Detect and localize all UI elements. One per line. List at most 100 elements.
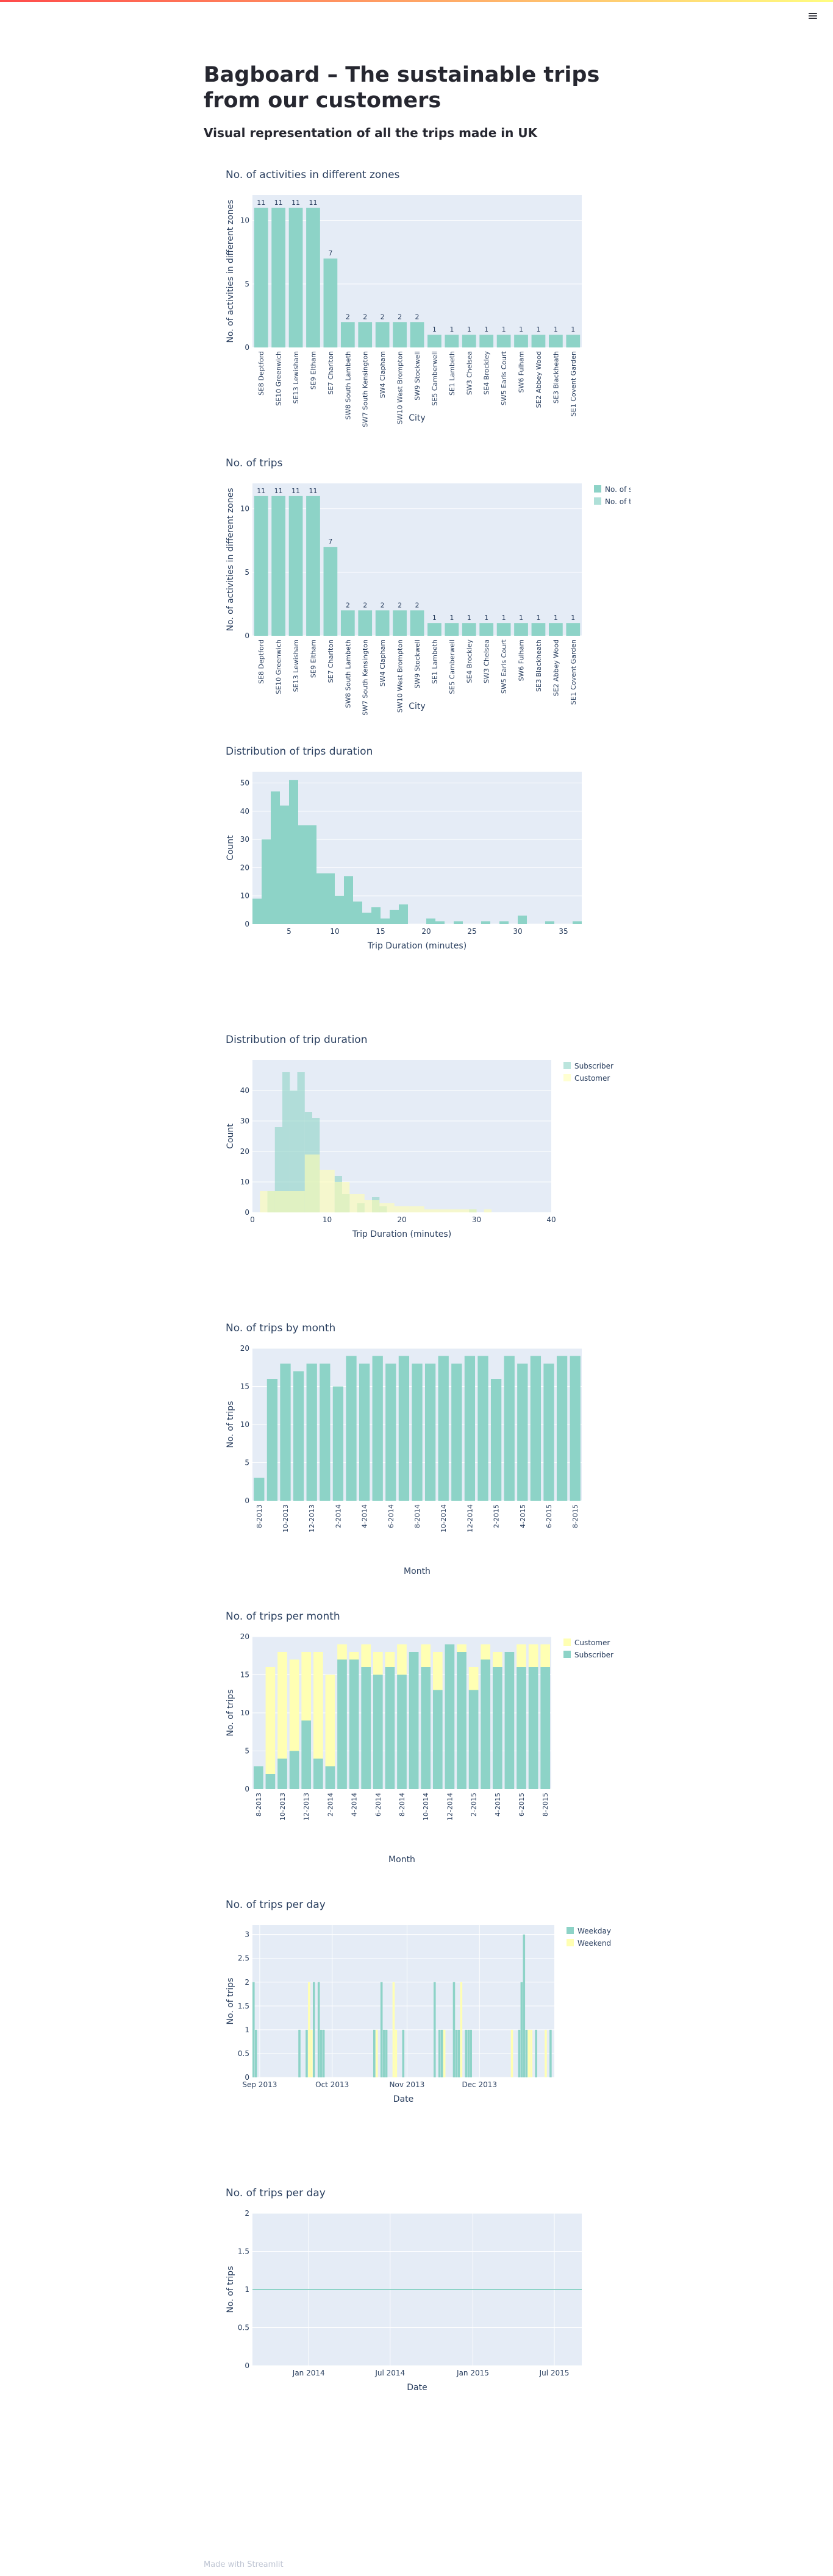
x-tick-label: 8-2013 bbox=[256, 1504, 263, 1528]
bar bbox=[293, 1371, 304, 1501]
bar bbox=[312, 1155, 320, 1212]
x-tick-label: SW10 West Brompton bbox=[396, 639, 404, 713]
legend-entry: Weekday bbox=[577, 1927, 611, 1935]
data-label: 1 bbox=[519, 614, 523, 622]
bar bbox=[274, 1191, 282, 1212]
bar bbox=[297, 1191, 305, 1212]
chart-svg: No. of activities in different zones 0 5 10… bbox=[226, 169, 582, 427]
x-tick-label: 10-2013 bbox=[279, 1793, 287, 1821]
chart-svg: No. of trips per month 0 5 10 15 20 No. of tri… bbox=[226, 1610, 613, 1865]
bar bbox=[535, 2029, 537, 2077]
y-tick-label: 2.5 bbox=[238, 1954, 249, 1963]
bar bbox=[254, 1478, 265, 1501]
bar bbox=[254, 2029, 257, 2077]
bar bbox=[573, 921, 582, 924]
bar bbox=[340, 610, 355, 636]
bar bbox=[435, 921, 445, 924]
bar bbox=[357, 1194, 365, 1212]
bar bbox=[540, 1667, 551, 1789]
data-label: 1 bbox=[484, 326, 488, 333]
x-tick-label: 12-2014 bbox=[446, 1793, 454, 1821]
y-tick-label: 30 bbox=[240, 1117, 249, 1125]
bar bbox=[504, 1356, 515, 1501]
y-tick-label: 0.5 bbox=[238, 2324, 249, 2332]
bar bbox=[349, 1659, 359, 1789]
data-label: 1 bbox=[571, 614, 575, 622]
y-tick-label: 20 bbox=[240, 1344, 249, 1353]
bar bbox=[289, 780, 298, 924]
data-label: 7 bbox=[328, 538, 332, 546]
y-tick-label: 1 bbox=[245, 2026, 249, 2034]
chart-title: Distribution of trips duration bbox=[226, 745, 373, 758]
x-tick-label: SW9 Stockwell bbox=[413, 351, 421, 400]
bar bbox=[531, 623, 546, 636]
x-tick-label: Jul 2014 bbox=[374, 2369, 405, 2377]
y-tick-label: 0 bbox=[245, 343, 249, 352]
y-axis-label: No. of trips bbox=[226, 1978, 235, 2025]
x-tick-label: 8-2015 bbox=[542, 1793, 549, 1816]
bar bbox=[514, 335, 528, 347]
bar bbox=[517, 1644, 526, 1667]
x-tick-label: 30 bbox=[472, 1215, 481, 1224]
bar bbox=[310, 2029, 313, 2077]
data-label: 7 bbox=[328, 249, 332, 257]
bar bbox=[527, 2029, 531, 2077]
x-tick-label: 10-2013 bbox=[282, 1504, 290, 1532]
x-tick-label: 6-2014 bbox=[374, 1793, 382, 1816]
x-tick-label: SW6 Fulham bbox=[518, 639, 526, 681]
x-tick-label: SE7 Charlton bbox=[327, 351, 335, 394]
legend-swatch bbox=[563, 1074, 571, 1081]
x-tick-label: SE13 Lewisham bbox=[292, 351, 300, 404]
bar bbox=[394, 1206, 402, 1212]
chart-svg: No. of trips by month 0 5 10 15 20 No. of trip… bbox=[226, 1322, 582, 1576]
bar bbox=[452, 1982, 456, 2077]
hamburger-menu-icon[interactable]: ≡ bbox=[807, 9, 819, 24]
data-label: 2 bbox=[363, 313, 367, 321]
x-tick-label: SE9 Eltham bbox=[309, 351, 317, 390]
bar bbox=[301, 1652, 312, 1721]
bar bbox=[438, 2029, 441, 2077]
x-tick-label: SW6 Fulham bbox=[518, 351, 526, 393]
y-axis-label: No. of trips bbox=[226, 1690, 235, 1737]
bar bbox=[492, 1667, 502, 1789]
chart-title: No. of trips per day bbox=[226, 1899, 326, 1911]
bar bbox=[397, 1644, 407, 1675]
x-tick-label: SW4 Clapham bbox=[379, 351, 387, 398]
x-tick-label: Jul 2015 bbox=[539, 2369, 570, 2377]
x-tick-label: SE4 Brockley bbox=[483, 351, 491, 395]
bar bbox=[402, 1206, 410, 1212]
x-tick-label: SW7 South Kensington bbox=[362, 351, 370, 427]
data-label: 11 bbox=[291, 487, 300, 495]
bar bbox=[517, 1667, 526, 1789]
bar bbox=[432, 1652, 443, 1690]
data-label: 2 bbox=[415, 313, 420, 321]
data-label: 2 bbox=[346, 601, 350, 609]
bar bbox=[468, 1667, 479, 1690]
x-tick-label: SW9 Stockwell bbox=[413, 639, 421, 689]
bar bbox=[440, 2029, 443, 2077]
chart-svg: No. of trips per day 0 0.5 1 1.5 2 2.5 3 No. of … bbox=[226, 1899, 611, 2104]
y-tick-label: 10 bbox=[240, 216, 249, 225]
data-label: 1 bbox=[449, 326, 454, 333]
chart-trips-by-zone: No. of trips 0 5 10 No. of activities in dif… bbox=[204, 453, 631, 715]
data-label: 2 bbox=[346, 313, 350, 321]
y-tick-label: 1.5 bbox=[238, 2247, 249, 2256]
bar bbox=[337, 1644, 347, 1660]
bar bbox=[362, 913, 371, 924]
chart-title: No. of trips by month bbox=[226, 1322, 335, 1334]
bar bbox=[531, 335, 546, 347]
bar bbox=[385, 2029, 388, 2077]
data-label: 11 bbox=[274, 199, 283, 207]
bar bbox=[549, 2029, 552, 2077]
bar bbox=[481, 1659, 491, 1789]
bar bbox=[298, 825, 307, 924]
bar bbox=[265, 1667, 276, 1774]
bar bbox=[280, 805, 289, 924]
bar bbox=[504, 1652, 515, 1789]
legend-entry: No. of stations bbox=[605, 485, 631, 494]
legend-swatch bbox=[563, 1651, 571, 1658]
x-tick-label: SW5 Earls Court bbox=[500, 350, 508, 405]
data-label: 11 bbox=[291, 199, 300, 207]
bar bbox=[313, 1759, 323, 1789]
bar bbox=[290, 1191, 298, 1212]
